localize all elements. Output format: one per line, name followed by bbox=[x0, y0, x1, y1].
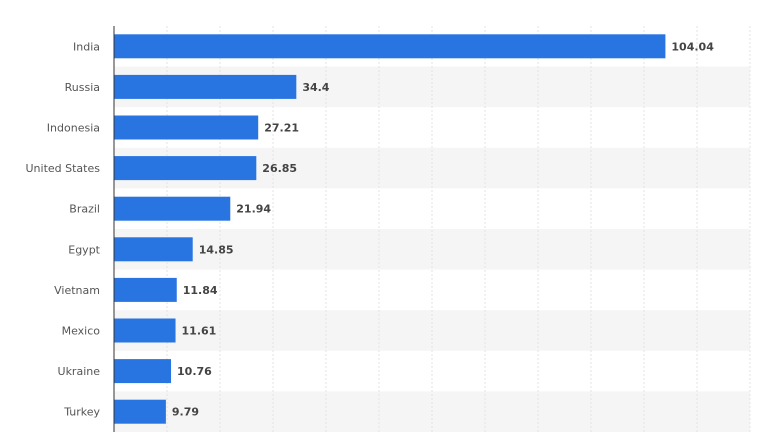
bar-indonesia bbox=[114, 115, 259, 140]
category-label: United States bbox=[26, 162, 101, 175]
bar-turkey bbox=[114, 399, 166, 424]
bar-vietnam bbox=[114, 277, 177, 302]
category-label: Indonesia bbox=[47, 122, 100, 135]
bars bbox=[114, 34, 666, 424]
bar-ukraine bbox=[114, 359, 172, 384]
bar-egypt bbox=[114, 237, 193, 262]
value-label: 104.04 bbox=[671, 40, 714, 53]
bar-united-states bbox=[114, 156, 257, 181]
bar-brazil bbox=[114, 196, 231, 221]
bar-mexico bbox=[114, 318, 176, 343]
category-labels: India Russia Indonesia United States Brazil E… bbox=[26, 40, 101, 418]
category-label: Vietnam bbox=[54, 284, 100, 297]
category-label: Turkey bbox=[63, 406, 100, 419]
value-label: 14.85 bbox=[199, 243, 234, 256]
category-label: Russia bbox=[65, 81, 100, 94]
category-label: India bbox=[73, 40, 100, 53]
value-labels: 104.04 34.4 27.21 26.85 21.94 14.85 11.84 11.61… bbox=[172, 40, 714, 418]
category-label: Brazil bbox=[69, 203, 100, 216]
value-label: 11.84 bbox=[183, 284, 218, 297]
category-label: Ukraine bbox=[58, 365, 101, 378]
value-label: 26.85 bbox=[262, 162, 297, 175]
value-label: 9.79 bbox=[172, 406, 199, 419]
category-label: Egypt bbox=[68, 243, 100, 256]
bar-russia bbox=[114, 74, 297, 99]
value-label: 27.21 bbox=[264, 122, 299, 135]
value-label: 11.61 bbox=[182, 325, 217, 338]
value-label: 21.94 bbox=[236, 203, 271, 216]
category-label: Mexico bbox=[62, 325, 101, 338]
value-label: 34.4 bbox=[302, 81, 329, 94]
bar-india bbox=[114, 34, 666, 59]
value-label: 10.76 bbox=[177, 365, 212, 378]
